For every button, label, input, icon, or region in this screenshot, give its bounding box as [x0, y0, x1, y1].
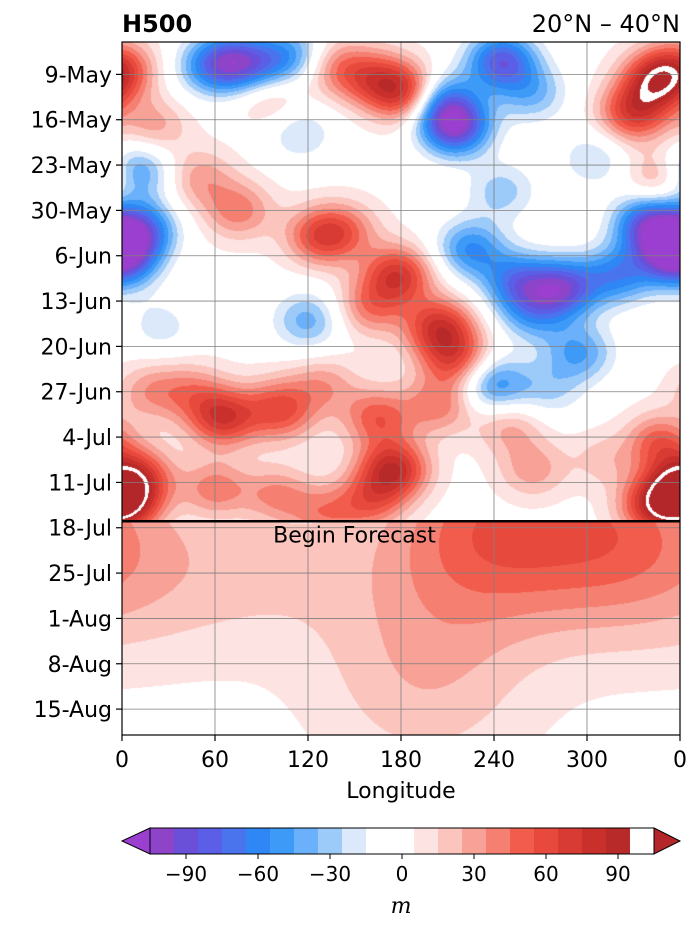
- y-tick-label: 11-Jul: [48, 471, 112, 496]
- colorbar: [120, 827, 682, 855]
- colorbar-tick-label: −30: [309, 862, 351, 886]
- x-tick-label: 60: [201, 748, 229, 773]
- chart-title: H500: [122, 10, 192, 38]
- chart-subtitle-latitude: 20°N – 40°N: [532, 10, 680, 38]
- x-tick-label: 120: [287, 748, 329, 773]
- colorbar-segment: [558, 828, 583, 854]
- colorbar-segment: [486, 828, 511, 854]
- colorbar-segment: [270, 828, 295, 854]
- colorbar-tick-label: 30: [461, 862, 486, 886]
- y-tick-label: 27-Jun: [40, 381, 112, 406]
- y-tick-label: 6-Jun: [54, 245, 112, 270]
- colorbar-segment: [318, 828, 343, 854]
- y-tick-label: 4-Jul: [62, 426, 112, 451]
- colorbar-tick-label: −60: [237, 862, 279, 886]
- x-tick-label: 0: [673, 748, 687, 773]
- y-axis-ticks: 9-May 16-May 23-May 30-May 6-Jun 13-Jun 20-Jun…: [31, 63, 122, 723]
- colorbar-segment: [534, 828, 559, 854]
- colorbar-unit-label: m: [391, 894, 412, 919]
- colorbar-segment: [294, 828, 319, 854]
- colorbar-segment: [510, 828, 535, 854]
- x-axis-label: Longitude: [346, 779, 455, 804]
- colorbar-tick-label: −90: [165, 862, 207, 886]
- y-tick-label: 9-May: [45, 63, 112, 88]
- colorbar-segment: [414, 828, 439, 854]
- colorbar-segment: [366, 828, 391, 854]
- y-tick-label: 23-May: [31, 154, 112, 179]
- colorbar-segment: [246, 828, 271, 854]
- colorbar-segment: [150, 828, 175, 854]
- colorbar-tick-label: 90: [605, 862, 630, 886]
- colorbar-tick-label: 0: [396, 862, 409, 886]
- colorbar-extend-low: [120, 827, 151, 855]
- plot-area: Begin Forecast: [121, 41, 681, 736]
- y-tick-label: 25-Jul: [48, 562, 112, 587]
- y-tick-label: 18-Jul: [48, 517, 112, 542]
- colorbar-extend-high: [653, 827, 682, 855]
- colorbar-segment: [222, 828, 247, 854]
- y-tick-label: 30-May: [31, 199, 112, 224]
- colorbar-segment: [630, 828, 655, 854]
- x-tick-label: 240: [473, 748, 515, 773]
- forecast-annotation: Begin Forecast: [273, 523, 436, 548]
- y-tick-label: 20-Jun: [40, 335, 112, 360]
- colorbar-segment: [582, 828, 607, 854]
- x-tick-label: 300: [566, 748, 608, 773]
- colorbar-segment: [174, 828, 199, 854]
- colorbar-segment: [438, 828, 463, 854]
- x-tick-label: 180: [380, 748, 422, 773]
- colorbar-ticks: −90 −60 −30 0 30 60 90: [165, 854, 631, 886]
- y-tick-label: 16-May: [31, 109, 112, 134]
- colorbar-segment: [462, 828, 487, 854]
- y-tick-label: 1-Aug: [48, 607, 112, 632]
- x-tick-label: 0: [115, 748, 129, 773]
- y-tick-label: 15-Aug: [34, 698, 112, 723]
- colorbar-tick-label: 60: [533, 862, 558, 886]
- colorbar-segment: [390, 828, 415, 854]
- x-axis-ticks: 0 60 120 180 240 300 0: [115, 735, 687, 773]
- colorbar-segment: [342, 828, 367, 854]
- colorbar-segment: [606, 828, 631, 854]
- y-tick-label: 8-Aug: [48, 653, 112, 678]
- y-tick-label: 13-Jun: [40, 290, 112, 315]
- colorbar-segment: [198, 828, 223, 854]
